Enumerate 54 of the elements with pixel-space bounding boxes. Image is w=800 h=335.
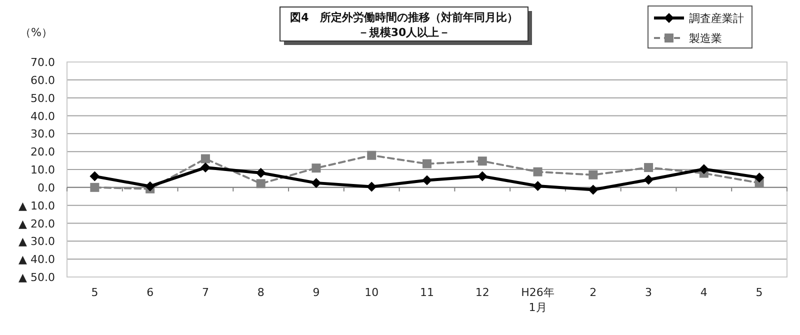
y-tick-label: 0.0 xyxy=(38,181,55,194)
point xyxy=(366,182,377,192)
point xyxy=(698,164,709,174)
point xyxy=(200,154,210,164)
x-tick-label: 5 xyxy=(756,286,763,299)
x-tick-label: 9 xyxy=(312,286,320,299)
y-tick-label: ▲ 40.0 xyxy=(18,253,55,266)
point xyxy=(422,159,432,168)
y-tick-label: 30.0 xyxy=(30,128,55,141)
y-tick-label: 60.0 xyxy=(30,74,55,87)
x-tick-label: 3 xyxy=(645,286,652,299)
x-tick-label: H26年 1月 xyxy=(521,286,554,314)
y-axis-title: （%） xyxy=(20,26,52,39)
point xyxy=(311,178,322,188)
x-tick-label: 5 xyxy=(91,286,98,299)
chart-subtitle: －規模30人以上－ xyxy=(358,26,450,39)
y-tick-label: 40.0 xyxy=(30,110,55,123)
x-tick-label: 6 xyxy=(146,286,154,299)
y-tick-label: ▲ 30.0 xyxy=(18,235,55,248)
point xyxy=(533,167,542,176)
point xyxy=(256,179,266,188)
point xyxy=(145,181,156,192)
point xyxy=(256,168,266,178)
y-tick-label: 50.0 xyxy=(30,92,55,105)
point xyxy=(588,170,598,180)
point xyxy=(532,180,543,191)
x-tick-label: 4 xyxy=(700,286,708,299)
point xyxy=(644,163,654,172)
y-tick-label: 70.0 xyxy=(30,56,55,69)
point xyxy=(367,150,376,160)
chart-title: 図4 所定外労働時間の推移（対前年同月比） xyxy=(290,11,518,24)
point xyxy=(644,174,654,185)
x-tick-label: 12 xyxy=(475,286,490,299)
point xyxy=(422,175,432,186)
point xyxy=(90,182,100,192)
point xyxy=(478,156,487,166)
point xyxy=(588,184,598,195)
x-tick-label: 2 xyxy=(590,286,597,299)
y-tick-label: 10.0 xyxy=(30,164,55,176)
x-tick-label: 8 xyxy=(257,286,264,299)
y-tick-label: 20.0 xyxy=(30,146,55,159)
y-tick-label: ▲ 50.0 xyxy=(18,271,55,284)
point xyxy=(312,164,321,173)
point xyxy=(754,172,764,183)
x-tick-label: 11 xyxy=(420,286,434,299)
point xyxy=(477,171,488,182)
point xyxy=(200,162,210,173)
x-tick-label: 10 xyxy=(364,286,379,299)
legend-label: 製造業 xyxy=(689,32,722,45)
legend-label: 調査産業計 xyxy=(689,12,744,25)
x-tick-label: 7 xyxy=(202,286,209,299)
y-tick-label: ▲ 10.0 xyxy=(18,199,55,212)
y-tick-label: ▲ 20.0 xyxy=(18,217,55,230)
point xyxy=(90,171,100,182)
